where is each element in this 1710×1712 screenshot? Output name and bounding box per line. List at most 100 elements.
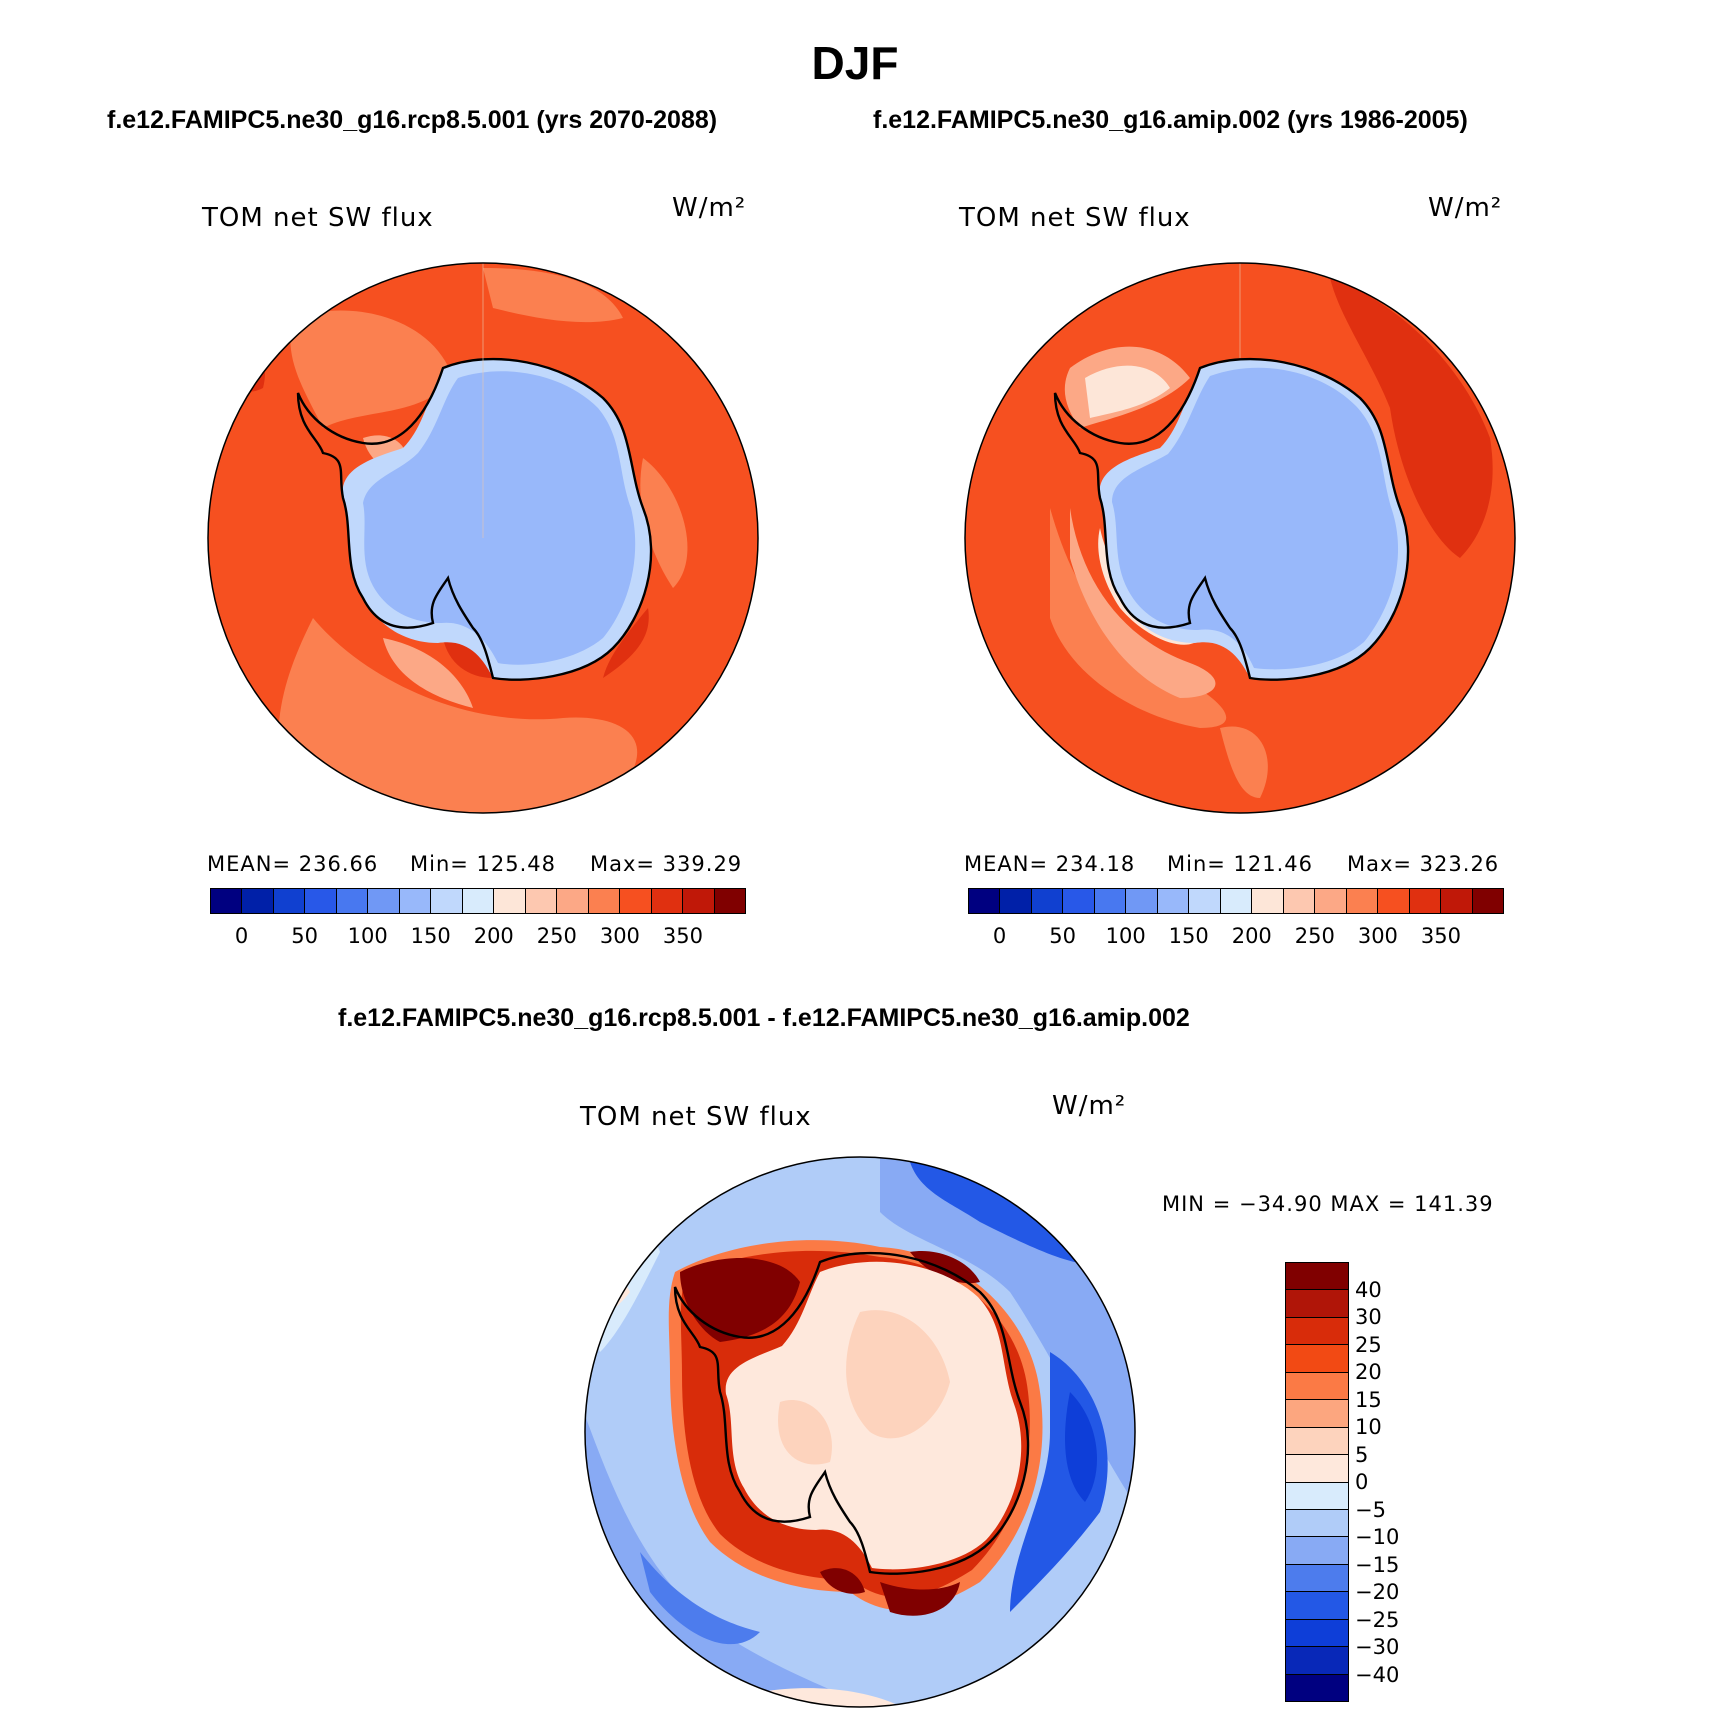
flux-region-pos-max [880,1582,960,1616]
left-min: Min= 125.48 [410,852,557,876]
colorbar-tick-label: 0 [234,924,249,948]
colorbar-swatch [1286,1482,1348,1510]
colorbar-swatch [1286,1674,1348,1701]
map-boundary [964,262,1516,814]
map-boundary [584,1156,1136,1708]
colorbar-swatch [1063,889,1095,913]
colorbar-tick-label: 0 [992,924,1007,948]
colorbar-tick-label: 300 [1357,924,1398,948]
colorbar-swatch [1220,889,1253,913]
colorbar-tick-label: 250 [536,924,577,948]
colorbar-swatch [1441,889,1473,913]
colorbar-swatch [1286,1647,1348,1675]
colorbar-swatch [1252,889,1284,913]
colorbar-swatch [1286,1564,1348,1593]
colorbar-tick-label: −5 [1355,1497,1386,1522]
colorbar-swatch [1283,889,1316,913]
colorbar-tick-label: 200 [1231,924,1272,948]
flux-region-mid [1050,508,1227,728]
colorbar-tick-label: 30 [1355,1305,1382,1329]
colorbar-swatch [620,889,652,913]
diff-minmax: MIN = −34.90 MAX = 141.39 [1162,1192,1494,1216]
diff-polar-map [584,1156,1136,1708]
flux-region-mid [483,268,623,323]
flux-region-neg-mid [640,1552,760,1645]
flux-region-pos-weak [778,1400,832,1465]
colorbar-swatch [1094,889,1127,913]
colorbar-swatch [1378,889,1410,913]
flux-region-neg-strongest [1065,1392,1097,1502]
colorbar-tick-label: 300 [599,924,640,948]
left-max: Max= 339.29 [590,852,743,876]
left-colorbar [210,888,746,914]
antarctica-coastline [673,1251,1030,1575]
right-panel-subtitle: f.e12.FAMIPC5.ne30_g16.amip.002 (yrs 198… [873,106,1468,134]
colorbar-swatch [1286,1345,1348,1373]
colorbar-swatch [651,889,684,913]
right-units: W/m² [1428,193,1503,223]
flux-region-mid [1220,726,1268,798]
colorbar-swatch [969,889,1001,913]
flux-region-dark [223,354,265,392]
colorbar-swatch [525,889,558,913]
colorbar-swatch [1315,889,1347,913]
colorbar-tick-label: 100 [347,924,388,948]
colorbar-tick-label: −15 [1355,1552,1400,1577]
diff-units: W/m² [1052,1091,1127,1121]
colorbar-swatch [1286,1619,1348,1648]
colorbar-swatch [494,889,526,913]
colorbar-tick-label: 25 [1355,1332,1382,1357]
colorbar-swatch [431,889,463,913]
colorbar-tick-label: 5 [1355,1442,1369,1467]
colorbar-swatch [273,889,306,913]
colorbar-swatch [1346,889,1379,913]
colorbar-tick-label: 0 [1355,1470,1369,1494]
colorbar-swatch [1286,1427,1348,1456]
colorbar-swatch [242,889,274,913]
antarctica-coastline [1053,357,1410,681]
colorbar-tick-label: −40 [1355,1662,1400,1687]
flux-region-pos-weak [846,1310,950,1439]
colorbar-swatch [683,889,715,913]
colorbar-tick-label: −30 [1355,1635,1400,1659]
colorbar-swatch [1286,1290,1348,1318]
colorbar-swatch [557,889,589,913]
colorbar-tick-label: 100 [1105,924,1146,948]
left-polar-map [207,262,759,814]
colorbar-swatch [305,889,337,913]
antarctica-coastline [296,357,653,681]
main-title: DJF [811,37,899,89]
colorbar-swatch [1472,889,1503,913]
right-plot-label: TOM net SW flux [959,203,1191,233]
colorbar-swatch [368,889,400,913]
colorbar-tick-label: 350 [662,924,703,948]
colorbar-swatch [1286,1509,1348,1538]
colorbar-tick-label: 50 [1049,924,1076,948]
colorbar-swatch [399,889,432,913]
flux-region-neg-strong [910,1162,1100,1264]
colorbar-swatch [1126,889,1158,913]
left-units: W/m² [672,193,747,223]
colorbar-swatch [1286,1263,1348,1291]
colorbar-tick-label: 150 [1168,924,1209,948]
colorbar-tick-label: 40 [1355,1277,1382,1302]
colorbar-tick-label: −25 [1355,1607,1400,1632]
right-min: Min= 121.46 [1167,852,1314,876]
colorbar-swatch [1000,889,1032,913]
colorbar-swatch [462,889,495,913]
colorbar-swatch [1157,889,1190,913]
colorbar-swatch [1286,1537,1348,1565]
right-mean: MEAN= 234.18 [964,852,1136,876]
right-polar-map [964,262,1516,814]
flux-region-mid [290,310,453,428]
left-plot-label: TOM net SW flux [202,203,434,233]
colorbar-tick-label: 250 [1294,924,1335,948]
diff-plot-label: TOM net SW flux [580,1102,812,1132]
map-boundary [207,262,759,814]
colorbar-tick-label: 10 [1355,1415,1382,1439]
colorbar-swatch [1286,1400,1348,1428]
colorbar-tick-label: 350 [1420,924,1461,948]
flux-region-pos-max [910,1251,980,1284]
antarctica-interior [1112,367,1399,670]
colorbar-swatch [1286,1317,1348,1346]
